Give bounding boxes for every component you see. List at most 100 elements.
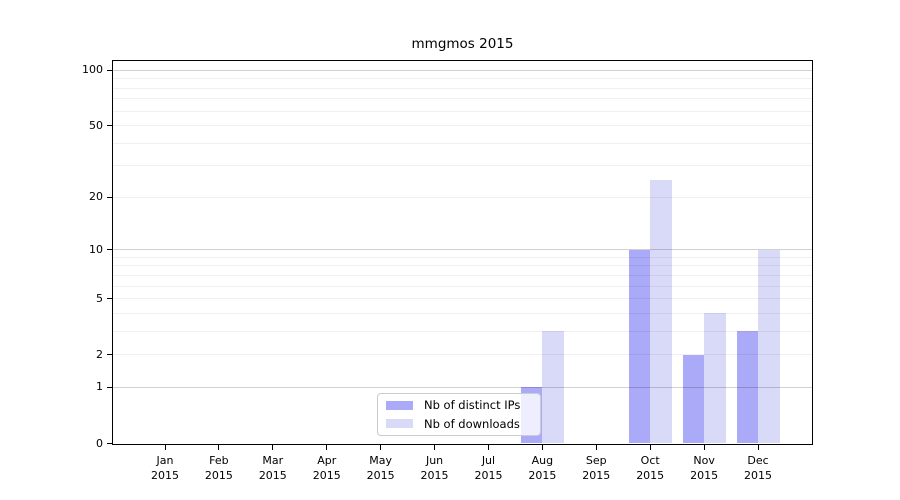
gridline-minor [113, 285, 812, 287]
bar-distinct-ips [736, 331, 758, 444]
bar-distinct-ips [628, 249, 651, 444]
y-tick-mark [107, 354, 112, 356]
x-tick-month: Mar [262, 453, 284, 467]
x-tick-year: 2015 [366, 468, 395, 482]
x-tick-year: 2015 [204, 468, 233, 482]
x-tick-label: Mar 2015 [245, 453, 301, 483]
grid-layer [113, 61, 812, 444]
x-tick-label: Jul 2015 [460, 453, 516, 483]
x-tick-label: Sep 2015 [568, 453, 624, 483]
y-tick-label: 10 [89, 242, 103, 256]
gridline-minor [113, 98, 812, 100]
x-tick-month: Apr [317, 453, 337, 467]
gridline-minor [113, 256, 812, 258]
y-tick-mark [107, 196, 112, 198]
y-tick-label: 5 [96, 291, 103, 305]
x-tick-year: 2015 [474, 468, 503, 482]
gridline-minor [113, 265, 812, 267]
x-tick-mark [434, 444, 436, 450]
x-tick-month: Nov [693, 453, 715, 467]
y-tick-label: 50 [89, 118, 103, 132]
bar-downloads [758, 249, 780, 444]
legend: Nb of distinct IPs Nb of downloads [377, 393, 541, 436]
gridline-minor [113, 125, 812, 127]
x-tick-label: Oct 2015 [622, 453, 678, 483]
legend-swatch-downloads [386, 419, 413, 429]
y-tick-label: 1 [96, 380, 103, 394]
legend-swatch-distinct-ips [386, 400, 413, 410]
x-tick-month: Oct [640, 453, 660, 467]
gridline-minor [113, 78, 812, 80]
x-tick-year: 2015 [312, 468, 341, 482]
x-tick-label: Aug 2015 [514, 453, 570, 483]
y-tick-mark [107, 249, 112, 251]
gridline-minor [113, 87, 812, 89]
y-tick-mark [107, 69, 112, 71]
x-tick-year: 2015 [420, 468, 449, 482]
y-tick-label: 0 [96, 436, 103, 450]
gridline-major [113, 249, 812, 251]
gridline-minor [113, 354, 812, 356]
x-tick-mark [487, 444, 489, 450]
x-tick-month: May [369, 453, 392, 467]
legend-label-downloads: Nb of downloads [424, 416, 520, 431]
x-tick-mark [703, 444, 705, 450]
x-tick-label: Jan 2015 [137, 453, 193, 483]
y-tick-label: 20 [89, 190, 103, 204]
x-tick-label: Dec 2015 [730, 453, 786, 483]
x-tick-mark [649, 444, 651, 450]
bar-downloads [542, 331, 564, 444]
x-tick-month: Sep [585, 453, 607, 467]
gridline-minor [113, 330, 812, 332]
x-tick-label: Jun 2015 [407, 453, 463, 483]
gridline-minor [113, 298, 812, 300]
x-tick-month: Jan [156, 453, 174, 467]
gridline-minor [113, 196, 812, 198]
x-tick-label: Feb 2015 [191, 453, 247, 483]
x-tick-year: 2015 [528, 468, 557, 482]
gridline-minor [113, 312, 812, 314]
bars-layer [113, 61, 812, 444]
x-tick-year: 2015 [744, 468, 772, 482]
gridline-minor [113, 142, 812, 144]
x-tick-mark [757, 444, 759, 450]
x-tick-mark [541, 444, 543, 450]
bar-distinct-ips [682, 354, 705, 444]
x-tick-month: Dec [747, 453, 769, 467]
y-tick-label: 100 [82, 63, 103, 77]
gridline-major [113, 69, 812, 71]
x-tick-mark [380, 444, 382, 450]
x-tick-month: Jun [425, 453, 444, 467]
y-tick-mark [107, 298, 112, 300]
y-tick-label: 2 [96, 347, 103, 361]
plot-area [112, 60, 813, 445]
gridline-minor [113, 274, 812, 276]
x-tick-mark [218, 444, 220, 450]
x-tick-mark [164, 444, 166, 450]
x-tick-mark [326, 444, 328, 450]
x-tick-label: Apr 2015 [299, 453, 355, 483]
y-tick-mark [107, 125, 112, 127]
x-tick-year: 2015 [690, 468, 719, 482]
gridline-major [113, 386, 812, 388]
x-tick-month: Aug [531, 453, 554, 467]
x-tick-month: Jul [481, 453, 496, 467]
y-tick-mark [107, 386, 112, 388]
x-tick-mark [595, 444, 597, 450]
bar-downloads [650, 180, 672, 444]
x-tick-year: 2015 [151, 468, 179, 482]
x-tick-year: 2015 [258, 468, 287, 482]
legend-item-distinct-ips: Nb of distinct IPs [378, 396, 540, 415]
x-tick-month: Feb [209, 453, 229, 467]
chart-title: mmgmos 2015 [411, 36, 514, 52]
bar-downloads [704, 313, 726, 444]
legend-label-distinct-ips: Nb of distinct IPs [424, 398, 521, 413]
gridline-minor [113, 110, 812, 112]
x-tick-year: 2015 [582, 468, 611, 482]
gridline-minor [113, 165, 812, 167]
legend-item-downloads: Nb of downloads [378, 415, 540, 434]
y-tick-mark [107, 443, 112, 444]
x-tick-label: May 2015 [353, 453, 409, 483]
x-tick-mark [272, 444, 274, 450]
